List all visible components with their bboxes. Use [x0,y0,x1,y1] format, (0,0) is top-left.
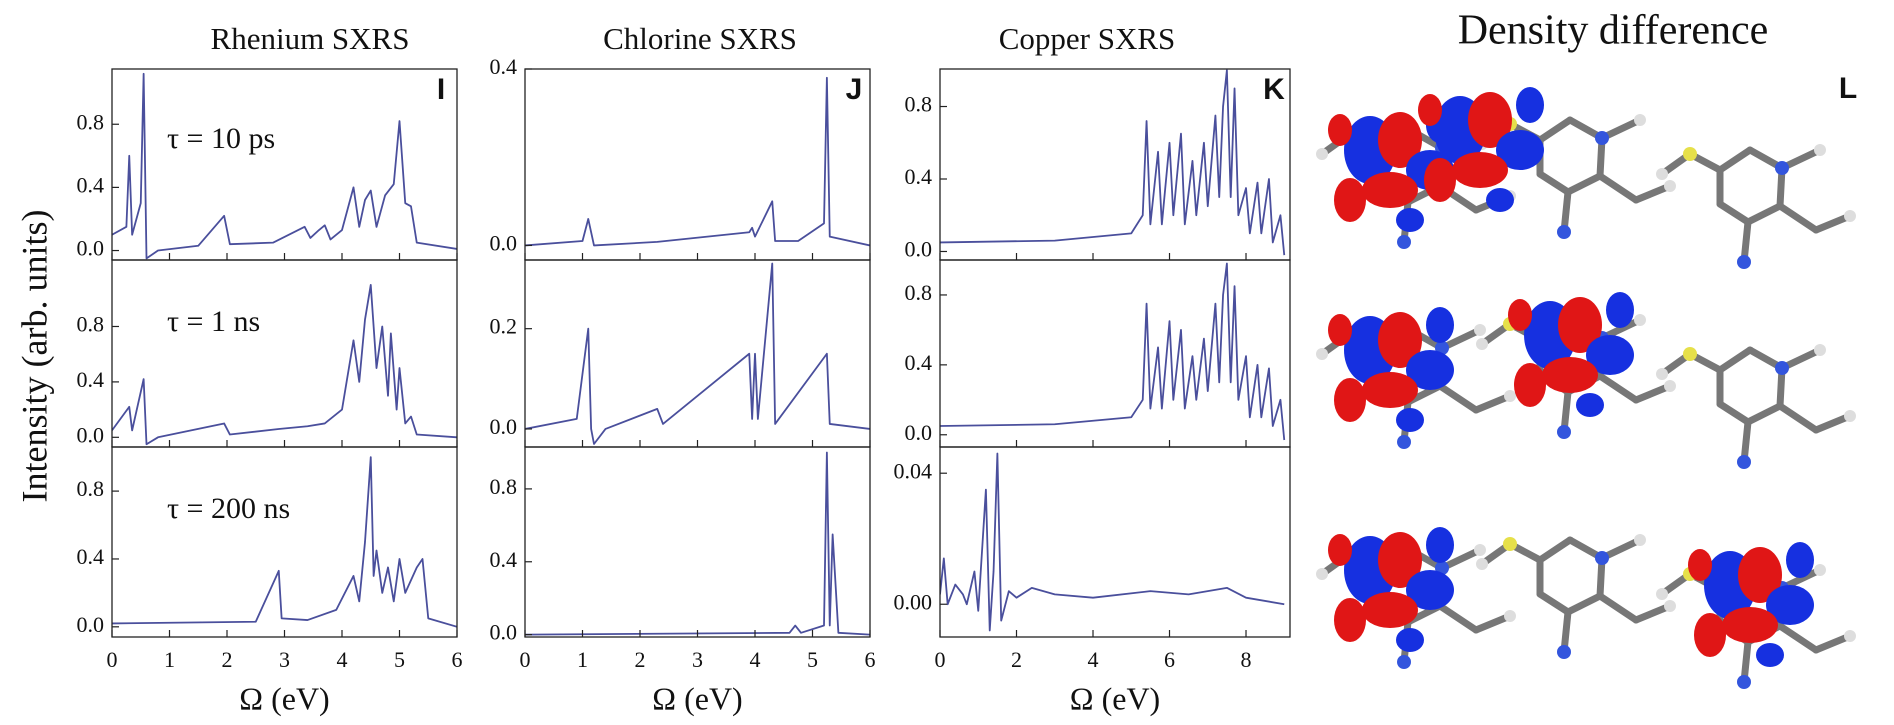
y-axis-label: Intensity (arb. units) [14,210,54,503]
annotation: τ = 1 ns [167,305,260,338]
x-tick-label: 5 [807,647,818,672]
panel: 0.0 0.4 0.8 Rhenium SXRS Iτ = 10 ps [77,21,458,261]
panel-label: K [1263,73,1285,106]
x-tick-label: 6 [1164,647,1175,672]
spectrum-line [112,456,457,628]
y-tick-label: 0.00 [894,589,933,614]
y-tick-label: 0.0 [77,236,105,261]
x-tick-label: 1 [164,647,175,672]
y-tick-label: 0.8 [905,92,933,117]
x-tick-label: 4 [750,647,761,672]
spectrum-line [940,69,1286,256]
x-tick-label: 3 [692,647,703,672]
panel: 0.0 0.4 0.8 0 1 2 3 4 5 6 Ω (eV) τ = 200 ns [77,446,463,716]
x-tick-label: 4 [337,647,348,672]
density-title: Density difference [1458,8,1769,54]
x-tick-label: 5 [394,647,405,672]
y-tick-label: 0.0 [490,620,518,645]
panel-frame [939,446,1291,638]
panel-label: L [1839,72,1857,105]
panel-frame [111,446,458,638]
y-tick-label: 0.4 [490,547,518,572]
y-tick-label: 0.0 [905,420,933,445]
y-tick-label: 0.8 [490,474,518,499]
spectrum-line [525,76,870,247]
y-tick-label: 0.04 [894,458,933,483]
x-tick-label: 2 [222,647,233,672]
x-tick-label: 4 [1088,647,1099,672]
x-tick-label: 0 [107,647,118,672]
panel: 0.0 0.4 0.8 τ = 1 ns [77,259,458,448]
x-tick-label: 0 [520,647,531,672]
x-tick-label: 8 [1241,647,1252,672]
panel-frame [111,68,458,261]
panel: 0.0 0.4 0.8 [905,259,1291,448]
x-axis-label: Ω (eV) [1070,680,1160,716]
y-tick-label: 0.8 [905,280,933,305]
panel-title: Copper SXRS [999,21,1176,56]
x-tick-label: 2 [1011,647,1022,672]
y-tick-label: 0.0 [905,237,933,262]
panel: 0.0 0.4 0.8 0 1 2 3 4 5 6 Ω (eV) [490,446,876,716]
annotation: τ = 10 ps [167,122,275,155]
y-tick-label: 0.8 [77,109,105,134]
y-tick-label: 0.4 [77,367,105,392]
x-tick-label: 1 [577,647,588,672]
molecule-images [1316,87,1856,689]
y-tick-label: 0.0 [77,612,105,637]
x-tick-label: 6 [452,647,463,672]
panel-label: I [437,73,445,106]
y-tick-label: 0.0 [490,230,518,255]
panel: 0.00 0.04 0 2 4 6 8 Ω (eV) [894,446,1291,716]
y-tick-label: 0.4 [77,544,105,569]
spectrum-line [940,452,1285,632]
spectrum-line [112,72,457,260]
x-tick-label: 2 [635,647,646,672]
y-tick-label: 0.4 [490,54,518,79]
spectrum-line [525,262,870,445]
x-axis-label: Ω (eV) [652,680,742,716]
panel-label: J [846,73,863,106]
spectrum-line [112,284,457,446]
x-tick-label: 3 [279,647,290,672]
panel-title: Rhenium SXRS [211,21,410,56]
panel: 0.0 0.2 [490,259,871,448]
y-tick-label: 0.8 [77,312,105,337]
y-tick-label: 0.0 [490,414,518,439]
y-tick-label: 0.4 [905,350,933,375]
panel-frame [524,68,871,261]
spectrum-line [525,451,870,636]
panel-frame [524,446,871,638]
panel: 0.0 0.4 0.8 Copper SXRS K [905,21,1291,262]
y-tick-label: 0.4 [905,164,933,189]
panel-title: Chlorine SXRS [603,21,797,56]
y-tick-label: 0.2 [490,314,518,339]
panel: 0.0 0.4 Chlorine SXRS J [490,21,871,261]
x-tick-label: 6 [865,647,876,672]
annotation: τ = 200 ns [167,492,290,525]
y-tick-label: 0.0 [77,422,105,447]
x-tick-label: 0 [935,647,946,672]
y-tick-label: 0.4 [77,172,105,197]
y-tick-label: 0.8 [77,476,105,501]
x-axis-label: Ω (eV) [239,680,329,716]
spectrum-line [940,262,1286,441]
